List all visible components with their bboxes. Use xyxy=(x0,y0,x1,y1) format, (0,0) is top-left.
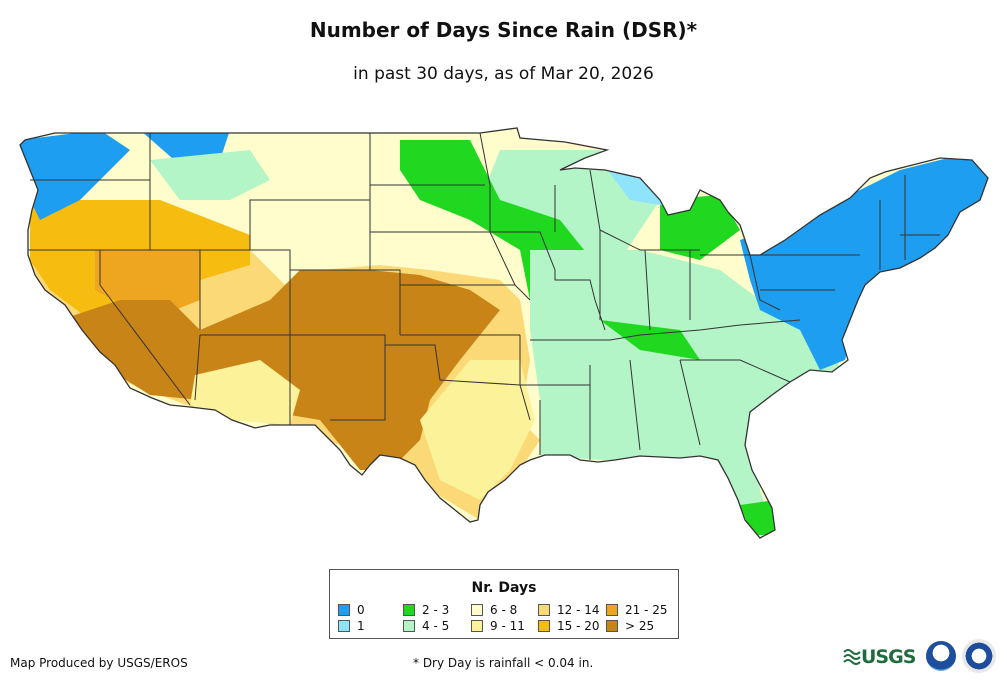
legend-swatch xyxy=(606,620,618,632)
legend-label: 4 - 5 xyxy=(422,619,450,633)
legend-label: 15 - 20 xyxy=(557,619,600,633)
legend-item: 4 - 5 xyxy=(403,619,449,633)
legend-item: 6 - 8 xyxy=(471,603,517,617)
legend-label: 1 xyxy=(357,619,365,633)
map-title: Number of Days Since Rain (DSR)* xyxy=(309,18,698,42)
usgs-wordmark: USGS xyxy=(861,646,916,668)
region-0-northwest xyxy=(20,130,130,220)
legend-swatch xyxy=(403,604,415,616)
legend-item: 21 - 25 xyxy=(606,603,668,617)
producer-credit: Map Produced by USGS/EROS xyxy=(10,656,188,670)
legend-label: 12 - 14 xyxy=(557,603,600,617)
legend-label: 9 - 11 xyxy=(490,619,525,633)
legend-swatch xyxy=(403,620,415,632)
legend-item: 1 xyxy=(338,619,365,633)
legend-label: 0 xyxy=(357,603,365,617)
legend-label: 2 - 3 xyxy=(422,603,450,617)
nws-logo xyxy=(962,639,996,673)
legend-item: 2 - 3 xyxy=(403,603,449,617)
legend-label: > 25 xyxy=(625,619,655,633)
usgs-logo: USGS xyxy=(843,644,919,670)
legend-item: 0 xyxy=(338,603,365,617)
noaa-logo xyxy=(926,641,956,671)
legend-swatch xyxy=(338,604,350,616)
legend-swatch xyxy=(538,620,550,632)
region-4-5-southeast xyxy=(530,250,840,520)
legend-swatch xyxy=(471,620,483,632)
legend-swatch xyxy=(338,620,350,632)
region-4-5-idaho xyxy=(150,150,270,200)
legend-item: 15 - 20 xyxy=(538,619,600,633)
legend-item: 12 - 14 xyxy=(538,603,600,617)
legend-swatch xyxy=(538,604,550,616)
map-subtitle: in past 30 days, as of Mar 20, 2026 xyxy=(353,64,654,84)
legend-swatch xyxy=(471,604,483,616)
legend-label: 21 - 25 xyxy=(625,603,668,617)
region-2-3-ohio xyxy=(600,320,700,360)
region-0-northeast xyxy=(740,155,988,370)
legend-swatch xyxy=(606,604,618,616)
legend: Nr. Days 0 1 2 - 3 4 - 5 6 - 8 9 - 11 12… xyxy=(329,569,679,639)
region-9-11-az xyxy=(190,360,300,425)
usgs-wave-icon xyxy=(843,649,861,665)
legend-item: 9 - 11 xyxy=(471,619,525,633)
region-2-3-florida xyxy=(740,500,775,535)
region-9-11-tx xyxy=(420,360,535,500)
legend-title: Nr. Days xyxy=(471,580,537,596)
state-borders xyxy=(19,127,989,539)
dry-day-note: * Dry Day is rainfall < 0.04 in. xyxy=(413,656,594,670)
region-over-25 xyxy=(60,270,500,470)
legend-label: 6 - 8 xyxy=(490,603,518,617)
legend-item: > 25 xyxy=(606,619,654,633)
